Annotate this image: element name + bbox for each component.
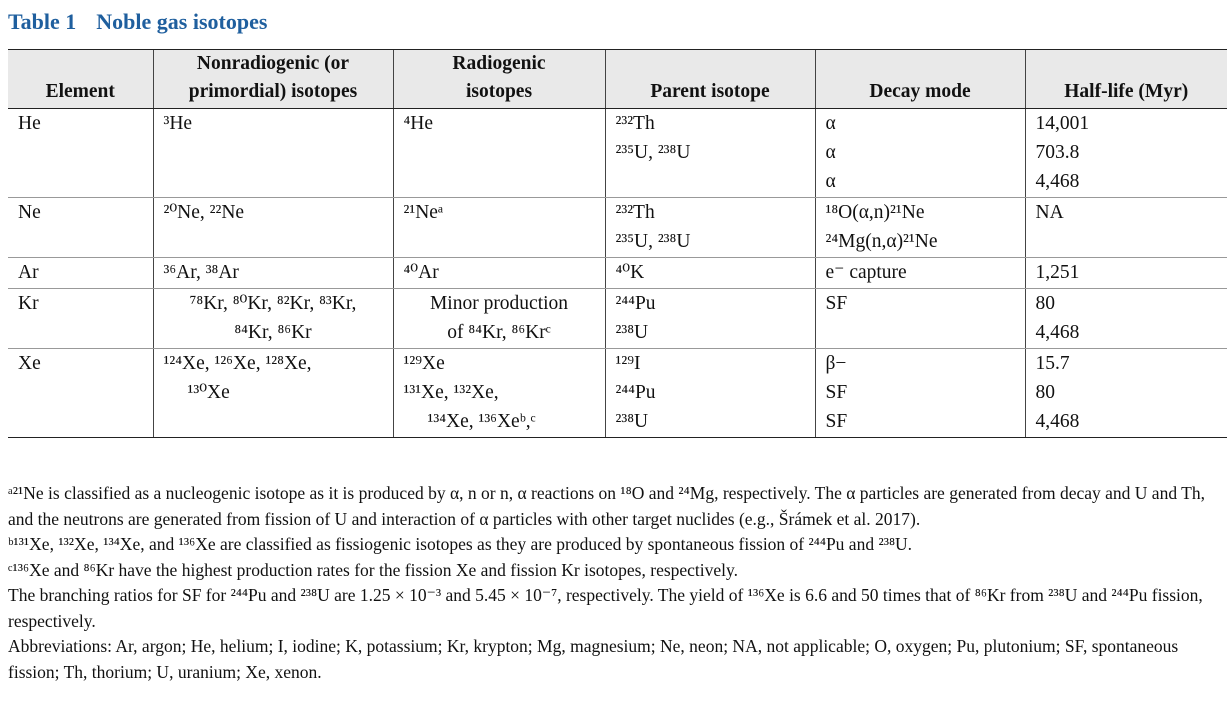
cell-halflife: 14,001 703.8 4,468 <box>1024 108 1227 198</box>
cell-element: Ne <box>8 197 153 258</box>
cell-parent: ⁴⁰K <box>604 257 815 289</box>
header-parent-isotope: Parent isotope <box>604 49 815 109</box>
cell-decay: SF <box>814 288 1025 349</box>
table-row-ne: Ne ²⁰Ne, ²²Ne ²¹Neᵃ ²³²Th ²³⁵U, ²³⁸U ¹⁸O(… <box>8 197 1227 258</box>
footnote-branching: The branching ratios for SF for ²⁴⁴Pu an… <box>8 585 1203 631</box>
cell-element: Xe <box>8 348 153 438</box>
cell-radiogenic: ¹²⁹Xe ¹³¹Xe, ¹³²Xe, ¹³⁴Xe, ¹³⁶Xeᵇ,ᶜ <box>392 348 605 438</box>
cell-halflife: 80 4,468 <box>1024 288 1227 349</box>
footnote-abbreviations: Abbreviations: Ar, argon; He, helium; I,… <box>8 636 1179 682</box>
cell-element: He <box>8 108 153 198</box>
footnote-a: ᵃ²¹Ne is classified as a nucleogenic iso… <box>8 483 1205 529</box>
header-half-life: Half-life (Myr) <box>1024 49 1227 109</box>
table-label: Table 1 <box>8 9 77 34</box>
cell-radiogenic: ²¹Neᵃ <box>392 197 605 258</box>
footnote-b: ᵇ¹³¹Xe, ¹³²Xe, ¹³⁴Xe, and ¹³⁶Xe are clas… <box>8 534 913 554</box>
cell-nonradiogenic: ²⁰Ne, ²²Ne <box>152 197 393 258</box>
cell-radiogenic: Minor production of ⁸⁴Kr, ⁸⁶Krᶜ <box>392 288 605 349</box>
header-decay-mode: Decay mode <box>814 49 1025 109</box>
footnote-c: ᶜ¹³⁶Xe and ⁸⁶Kr have the highest product… <box>8 559 739 580</box>
table-title: Noble gas isotopes <box>96 9 268 34</box>
cell-halflife: 15.7 80 4,468 <box>1024 348 1227 438</box>
cell-parent: ²³²Th ²³⁵U, ²³⁸U <box>604 108 815 198</box>
cell-nonradiogenic: ⁷⁸Kr, ⁸⁰Kr, ⁸²Kr, ⁸³Kr, ⁸⁴Kr, ⁸⁶Kr <box>152 288 393 349</box>
cell-halflife: 1,251 <box>1024 257 1227 289</box>
cell-decay: ¹⁸O(α,n)²¹Ne ²⁴Mg(n,α)²¹Ne <box>814 197 1025 258</box>
cell-radiogenic: ⁴⁰Ar <box>392 257 605 289</box>
cell-parent: ²⁴⁴Pu ²³⁸U <box>604 288 815 349</box>
cell-nonradiogenic: ³⁶Ar, ³⁸Ar <box>152 257 393 289</box>
noble-gas-isotopes-table: Element Nonradiogenic (or primordial) iso… <box>8 49 1227 438</box>
cell-parent: ²³²Th ²³⁵U, ²³⁸U <box>604 197 815 258</box>
table-row-xe: Xe ¹²⁴Xe, ¹²⁶Xe, ¹²⁸Xe, ¹³⁰Xe ¹²⁹Xe ¹³¹Xe,… <box>8 348 1227 438</box>
cell-parent: ¹²⁹I ²⁴⁴Pu ²³⁸U <box>604 348 815 438</box>
cell-decay: e⁻ capture <box>814 257 1025 289</box>
cell-nonradiogenic: ¹²⁴Xe, ¹²⁶Xe, ¹²⁸Xe, ¹³⁰Xe <box>152 348 393 438</box>
cell-nonradiogenic: ³He <box>152 108 393 198</box>
table-row-ar: Ar ³⁶Ar, ³⁸Ar ⁴⁰Ar ⁴⁰K e⁻ capture 1,251 <box>8 257 1227 289</box>
header-nonradiogenic: Nonradiogenic (or primordial) isotopes <box>152 49 393 109</box>
table-row-kr: Kr ⁷⁸Kr, ⁸⁰Kr, ⁸²Kr, ⁸³Kr, ⁸⁴Kr, ⁸⁶Kr Min… <box>8 288 1227 349</box>
header-element: Element <box>8 49 153 109</box>
cell-element: Ar <box>8 257 153 289</box>
cell-element: Kr <box>8 288 153 349</box>
header-row: Element Nonradiogenic (or primordial) iso… <box>8 49 1227 109</box>
cell-radiogenic: ⁴He <box>392 108 605 198</box>
cell-decay: β− SF SF <box>814 348 1025 438</box>
table-caption: Table 1 Noble gas isotopes <box>8 9 267 35</box>
header-radiogenic: Radiogenic isotopes <box>392 49 605 109</box>
cell-halflife: NA <box>1024 197 1227 258</box>
table-footnotes: ᵃ²¹Ne is classified as a nucleogenic iso… <box>8 481 1228 685</box>
